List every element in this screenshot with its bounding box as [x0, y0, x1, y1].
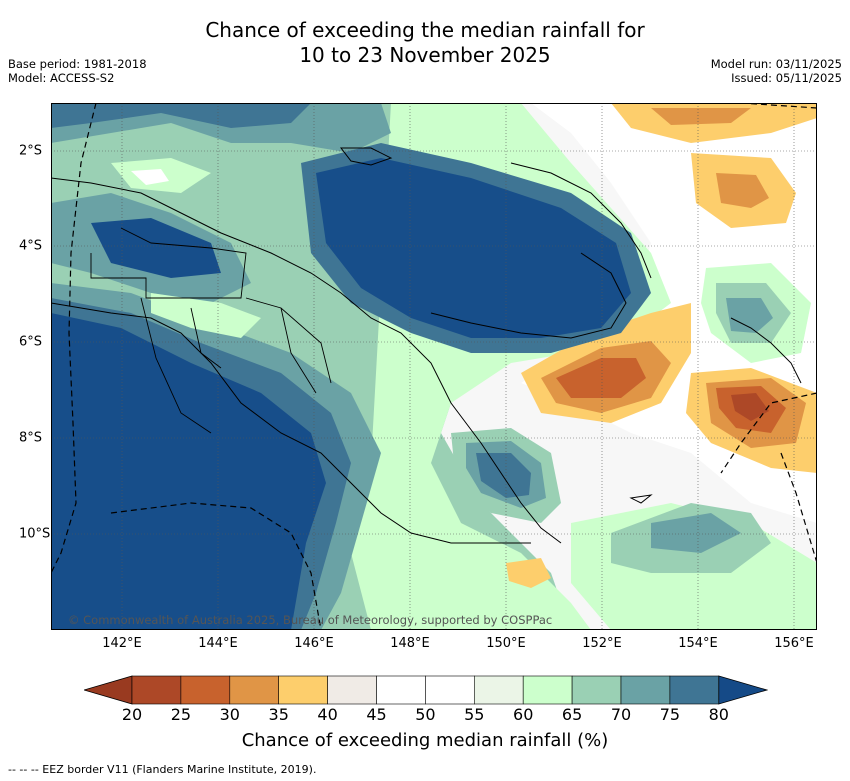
x-tick: 154°E — [678, 636, 718, 651]
bougainville-wet-3 — [726, 298, 773, 333]
colorbar-tick-label: 35 — [268, 705, 289, 724]
y-tick: 10°S — [19, 526, 51, 542]
colorbar-cell — [229, 675, 280, 705]
colorbar-tick-label: 50 — [415, 705, 436, 724]
colorbar-under-triangle — [84, 675, 133, 705]
colorbar-tick-label: 55 — [464, 705, 485, 724]
colorbar-cell — [522, 675, 573, 705]
dry-northeast-core — [716, 173, 769, 208]
dry-central-core — [556, 358, 646, 398]
y-tick: 8°S — [19, 430, 43, 446]
copyright-notice: © Commonwealth of Australia 2025, Bureau… — [68, 613, 553, 627]
x-tick: 146°E — [294, 636, 334, 651]
meta-right: Model run: 03/11/2025 Issued: 05/11/2025 — [711, 57, 842, 85]
x-tick: 148°E — [390, 636, 430, 651]
wet-west-core — [91, 218, 221, 278]
light-green-west-strip — [151, 293, 261, 338]
chart-title: Chance of exceeding the median rainfall … — [0, 18, 850, 68]
colorbar-cell — [473, 675, 524, 705]
white-north — [131, 169, 169, 185]
colorbar-tick-label: 30 — [219, 705, 240, 724]
colorbar-tick-label: 65 — [561, 705, 583, 724]
wet-mainland-north-core — [316, 158, 631, 338]
colorbar-tick-label: 25 — [170, 705, 192, 724]
colorbar-tick-label: 40 — [317, 705, 338, 724]
colorbar-label: Chance of exceeding median rainfall (%) — [241, 730, 609, 751]
colorbar-over-triangle — [718, 675, 768, 705]
x-tick: 142°E — [102, 636, 142, 651]
dry-north-core — [651, 108, 751, 125]
colorbar-cell — [620, 675, 671, 705]
wet-southwest-core — [51, 313, 326, 630]
coastlines — [51, 147, 802, 544]
map-frame — [51, 103, 817, 630]
province-borders — [90, 227, 332, 434]
title-line-2: 10 to 23 November 2025 — [299, 43, 551, 67]
colorbar — [84, 675, 768, 705]
title-line-1: Chance of exceeding the median rainfall … — [205, 18, 645, 42]
wet-central-south-core — [476, 453, 531, 498]
y-tick: 2°S — [19, 143, 43, 159]
colorbar-tick-label: 60 — [513, 705, 534, 724]
y-tick: 6°S — [19, 334, 43, 350]
x-tick: 156°E — [774, 636, 814, 651]
colorbar-cell — [327, 675, 377, 705]
y-tick: 4°S — [19, 238, 43, 254]
colorbar-tick-label: 45 — [366, 705, 387, 724]
colorbar-cells — [84, 675, 768, 705]
colorbar-cell — [376, 675, 426, 705]
colorbar-cell — [669, 675, 720, 705]
dry-south — [506, 558, 551, 588]
colorbar-cell — [180, 675, 231, 705]
colorbar-tick-label: 80 — [708, 705, 729, 724]
x-tick: 144°E — [198, 636, 238, 651]
wet-north-core — [51, 103, 311, 128]
colorbar-tick-label: 70 — [610, 705, 632, 724]
colorbar-tick-label: 20 — [121, 705, 143, 724]
rainfall-map — [51, 103, 817, 630]
colorbar-cell — [425, 675, 475, 705]
colorbar-tick-label: 75 — [659, 705, 681, 724]
model-run: Model run: 03/11/2025 — [710, 57, 842, 71]
colorbar-cell — [131, 675, 182, 705]
teal-core-southeast — [651, 513, 741, 553]
base-period: Base period: 1981-2018 — [8, 57, 147, 71]
gridlines — [51, 103, 817, 630]
colorbar-cell — [278, 675, 328, 705]
footer-legend: -- -- -- EEZ border V11 (Flanders Marine… — [8, 763, 317, 776]
x-tick: 150°E — [486, 636, 526, 651]
model-name: Model: ACCESS-S2 — [8, 71, 115, 85]
x-tick: 152°E — [582, 636, 622, 651]
dry-east-deep — [731, 393, 769, 421]
meta-left: Base period: 1981-2018 Model: ACCESS-S2 — [8, 57, 147, 85]
colorbar-cell — [571, 675, 622, 705]
issued-date: Issued: 05/11/2025 — [731, 71, 842, 85]
